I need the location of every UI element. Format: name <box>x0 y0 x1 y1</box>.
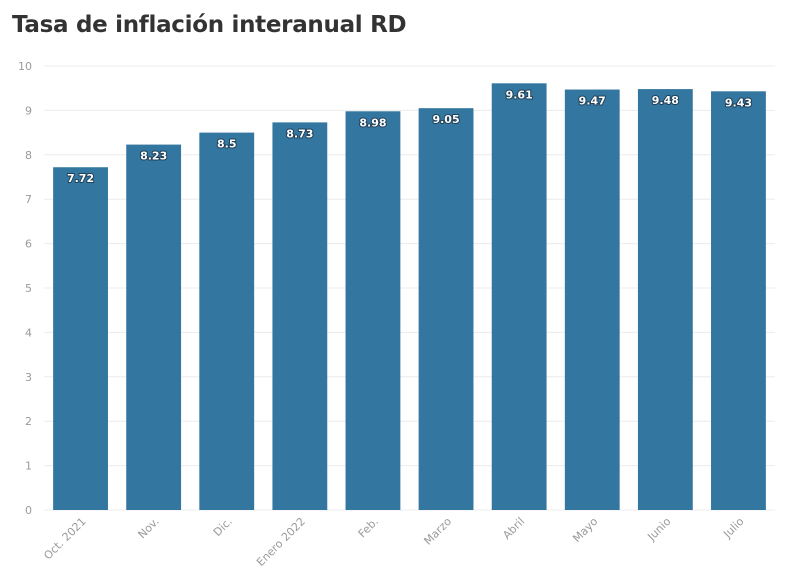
data-label: 9.47 <box>579 95 606 108</box>
y-axis-ticks: 0 1 2 3 4 5 6 7 8 9 10 <box>18 60 32 517</box>
x-tick-label: Nov. <box>136 515 162 541</box>
bar <box>199 132 255 510</box>
x-tick-label: Marzo <box>421 515 454 548</box>
y-tick-label: 6 <box>25 238 32 251</box>
data-label: 9.05 <box>432 113 459 126</box>
data-label: 8.23 <box>140 150 167 163</box>
y-tick-label: 7 <box>25 193 32 206</box>
y-tick-label: 3 <box>25 371 32 384</box>
bars: 7.72 8.23 8.5 8.73 8.98 9.05 9.61 9.47 9.48 9.43 <box>53 83 766 511</box>
bar <box>418 108 474 511</box>
y-tick-label: 9 <box>25 104 32 117</box>
bar <box>564 89 620 511</box>
data-label: 8.73 <box>286 127 313 140</box>
bar <box>711 91 766 511</box>
y-tick-label: 10 <box>18 60 32 73</box>
x-tick-label: Abril <box>500 515 527 542</box>
data-label: 8.98 <box>359 116 386 129</box>
y-tick-label: 0 <box>25 504 32 517</box>
y-tick-label: 2 <box>25 415 32 428</box>
data-label: 9.48 <box>652 94 679 107</box>
y-tick-label: 5 <box>25 282 32 295</box>
bar <box>126 144 182 510</box>
x-tick-label: Dic. <box>211 515 235 539</box>
bar <box>272 122 328 510</box>
data-label: 9.43 <box>725 96 752 109</box>
x-tick-label: Oct. 2021 <box>41 515 88 562</box>
x-axis-labels: Oct. 2021 Nov. Dic. Enero 2022 Feb. Marzo Abri… <box>41 515 746 569</box>
y-tick-label: 8 <box>25 149 32 162</box>
data-label: 9.61 <box>506 88 533 101</box>
chart-title: Tasa de inflación interanual RD <box>12 12 407 38</box>
bar <box>53 167 108 510</box>
data-label: 7.72 <box>67 172 94 185</box>
bar <box>345 111 401 511</box>
y-tick-label: 4 <box>25 326 32 339</box>
x-tick-label: Mayo <box>570 515 600 545</box>
bar <box>491 83 547 510</box>
x-tick-label: Enero 2022 <box>254 515 308 569</box>
x-tick-label: Julio <box>720 515 746 541</box>
data-label: 8.5 <box>217 138 237 151</box>
bar <box>637 89 693 510</box>
x-tick-label: Feb. <box>356 515 381 540</box>
y-tick-label: 1 <box>25 460 32 473</box>
x-tick-label: Junio <box>644 515 673 544</box>
